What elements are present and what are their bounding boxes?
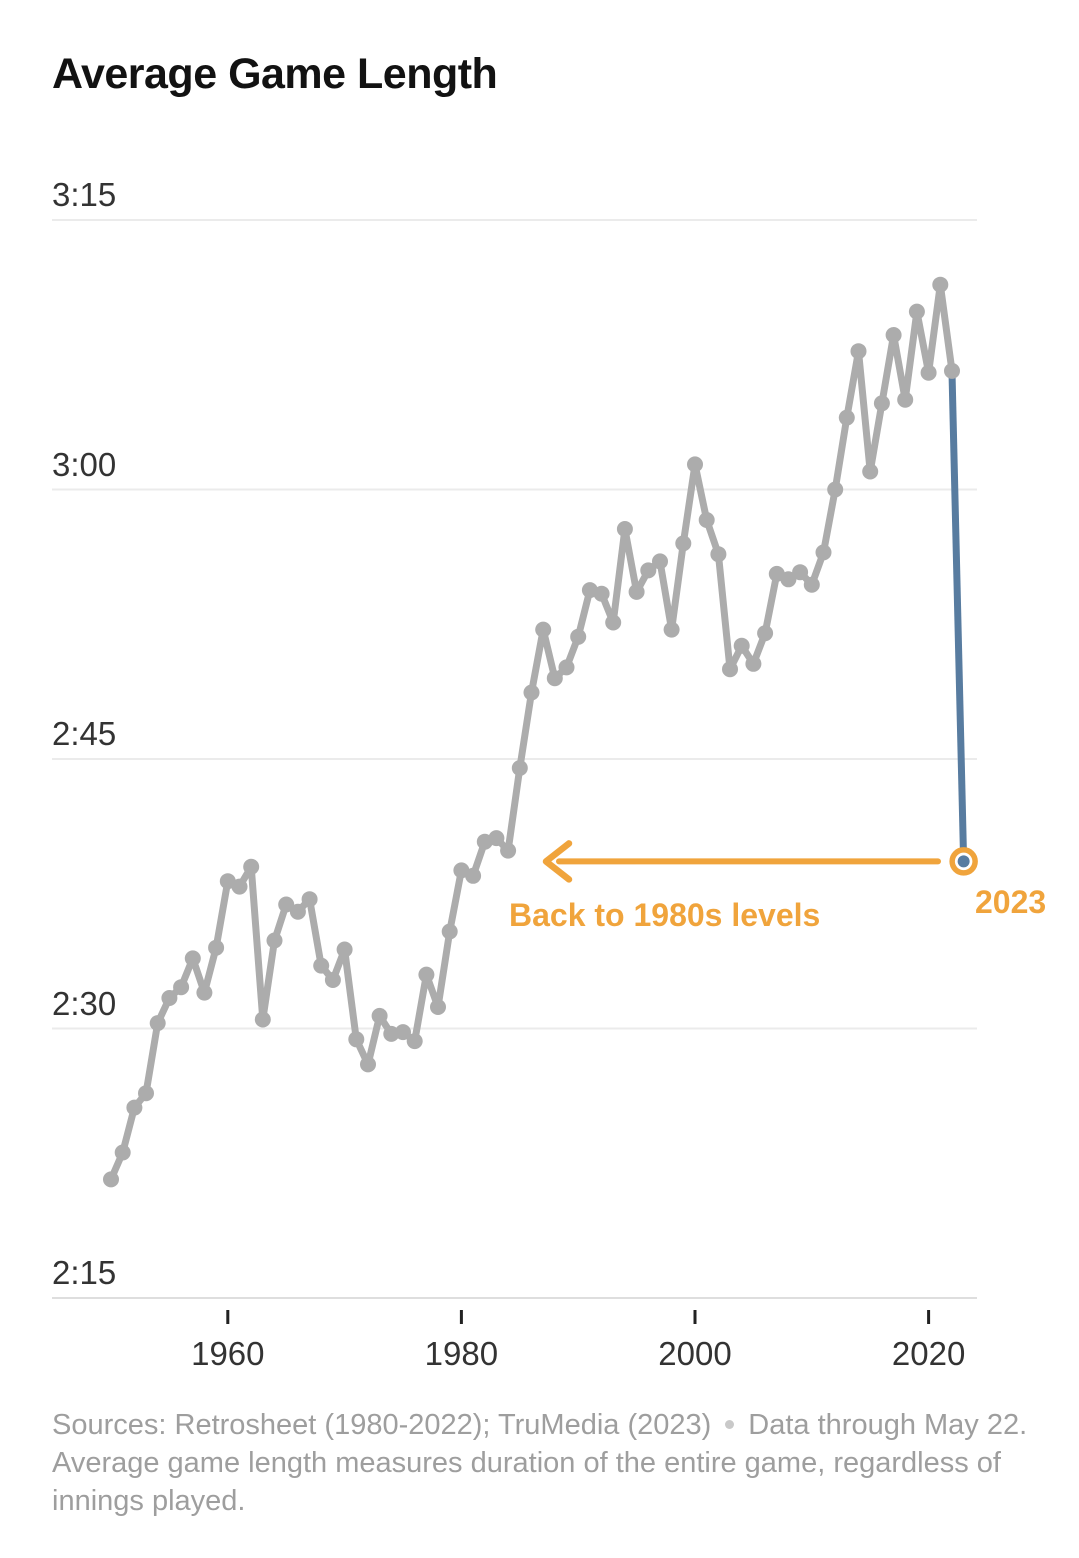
data-point [628, 583, 645, 600]
data-point [114, 1144, 131, 1161]
data-point [418, 966, 435, 983]
data-point [838, 409, 855, 426]
x-axis-label: 2000 [658, 1335, 732, 1372]
data-point [324, 972, 341, 988]
sources-line: Sources: Retrosheet (1980-2022); TruMedi… [52, 1406, 1027, 1444]
data-point [733, 637, 750, 654]
chart-title: Average Game Length [52, 50, 498, 98]
data-point [231, 878, 248, 895]
data-point [173, 979, 190, 996]
annotation-2023-label: 2023 [975, 884, 1047, 920]
data-point [348, 1031, 365, 1048]
data-point [675, 535, 692, 552]
data-point [313, 957, 330, 974]
y-axis-label: 2:45 [52, 715, 117, 752]
data-point [546, 670, 563, 687]
data-point [430, 999, 446, 1015]
data-point [488, 830, 505, 847]
data-point [897, 391, 914, 408]
data-point [920, 364, 937, 381]
data-point [395, 1024, 411, 1041]
x-axis-label: 1980 [424, 1335, 499, 1372]
data-point [827, 481, 844, 498]
data-point [605, 614, 622, 631]
data-point [301, 891, 318, 908]
data-note-text: Data through May 22. [748, 1409, 1028, 1441]
data-point [500, 842, 517, 859]
x-axis-label: 1960 [191, 1335, 265, 1372]
data-point [687, 456, 703, 473]
highlight-dot-2023 [957, 855, 970, 868]
data-point [710, 546, 727, 563]
data-point [161, 990, 178, 1006]
series-line [107, 281, 956, 1183]
data-point [406, 1033, 423, 1050]
data-point [184, 950, 201, 967]
data-point [383, 1025, 400, 1042]
data-point [289, 903, 306, 920]
sources-text: Sources: Retrosheet (1980-2022); TruMedi… [52, 1409, 712, 1441]
data-point [593, 585, 610, 602]
data-point [266, 932, 283, 949]
data-point [850, 343, 867, 360]
data-point [523, 684, 540, 701]
data-point [932, 276, 949, 293]
data-point [873, 395, 890, 412]
chart-footnote: Sources: Retrosheet (1980-2022); TruMedi… [52, 1406, 1027, 1520]
data-point [126, 1099, 143, 1116]
description-text: Average game length measures duration of… [52, 1447, 1001, 1517]
data-point [780, 571, 797, 588]
data-point [698, 512, 715, 528]
data-point [745, 655, 762, 672]
data-point [336, 941, 353, 958]
data-point [243, 858, 260, 875]
annotation-arrow-label: Back to 1980s levels [509, 897, 821, 933]
data-point [652, 553, 668, 570]
data-point [908, 303, 925, 320]
data-point [640, 562, 657, 579]
data-point [103, 1171, 119, 1188]
data-point [663, 621, 680, 638]
data-point [757, 625, 774, 642]
data-point [371, 1007, 388, 1024]
data-point [815, 544, 832, 561]
data-point [511, 760, 528, 776]
y-axis-label: 2:15 [52, 1254, 117, 1292]
data-point [862, 463, 879, 480]
y-axis-label: 2:30 [52, 984, 117, 1022]
data-point [441, 923, 458, 940]
data-point [196, 984, 213, 1001]
data-point [278, 896, 295, 913]
data-point [944, 362, 960, 379]
data-point [558, 659, 575, 676]
data-point [792, 564, 809, 581]
data-point [616, 521, 633, 537]
data-point [535, 621, 552, 638]
data-point [208, 939, 225, 956]
data-point [885, 327, 902, 343]
data-point [254, 1011, 271, 1028]
x-axis-label: 2020 [891, 1335, 966, 1372]
data-point [138, 1085, 154, 1102]
y-axis-label: 3:00 [52, 445, 117, 483]
data-point [570, 628, 587, 645]
annotation-arrowhead-icon [542, 840, 573, 883]
data-point [465, 867, 482, 884]
y-axis-label: 3:15 [52, 176, 117, 213]
separator-dot-icon [725, 1419, 735, 1429]
data-point [149, 1015, 166, 1032]
data-point [722, 661, 738, 678]
data-point [803, 576, 820, 593]
data-point [360, 1056, 376, 1073]
highlight-drop-line [948, 370, 968, 862]
